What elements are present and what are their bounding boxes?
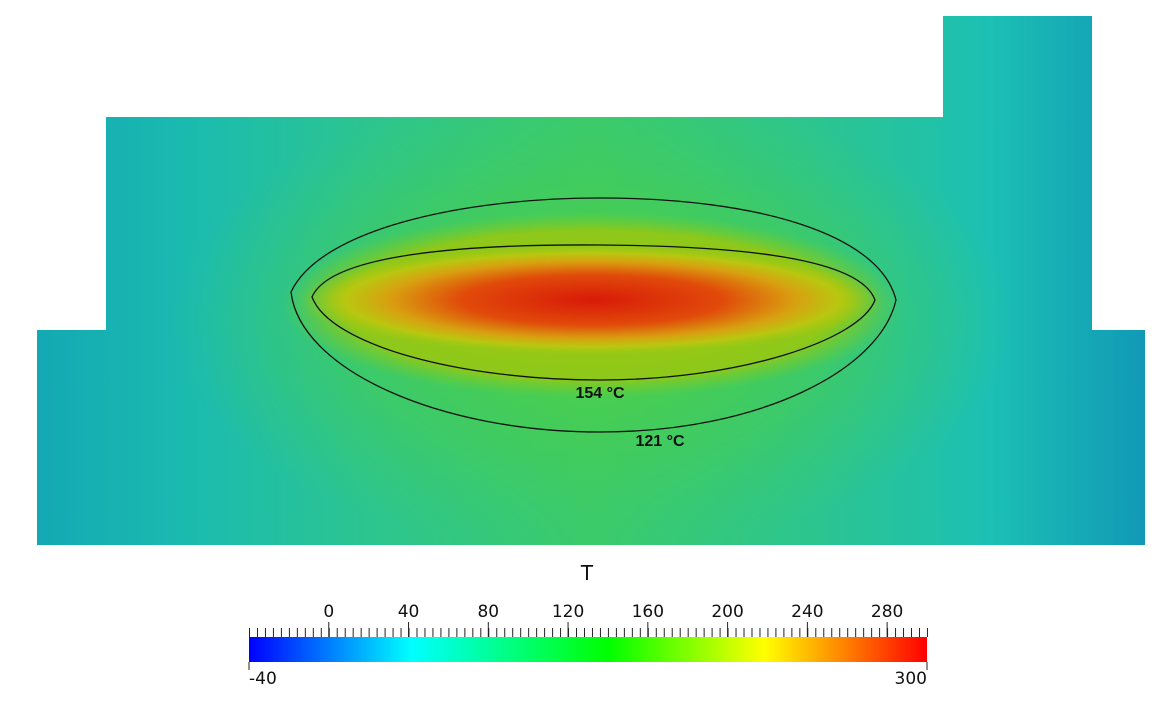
tick-label: 0 bbox=[323, 602, 334, 622]
minor-ticks bbox=[249, 628, 928, 637]
contour-line bbox=[311, 244, 876, 381]
temperature-field bbox=[37, 16, 1145, 545]
range-label: 300 bbox=[895, 669, 927, 689]
contour-label: 154 °C bbox=[575, 385, 625, 402]
tick-label: 120 bbox=[552, 602, 584, 622]
range-label: -40 bbox=[249, 669, 277, 689]
tick-label: 40 bbox=[398, 602, 420, 622]
tick-label: 200 bbox=[711, 602, 743, 622]
tick-label: 280 bbox=[871, 602, 903, 622]
tick-label: 80 bbox=[477, 602, 499, 622]
contour-line bbox=[290, 197, 897, 433]
tick-label: 160 bbox=[632, 602, 664, 622]
contour-label: 121 °C bbox=[635, 433, 685, 450]
colorbar-title: T bbox=[580, 561, 594, 585]
colorbar bbox=[249, 637, 927, 662]
tick-label: 240 bbox=[791, 602, 823, 622]
